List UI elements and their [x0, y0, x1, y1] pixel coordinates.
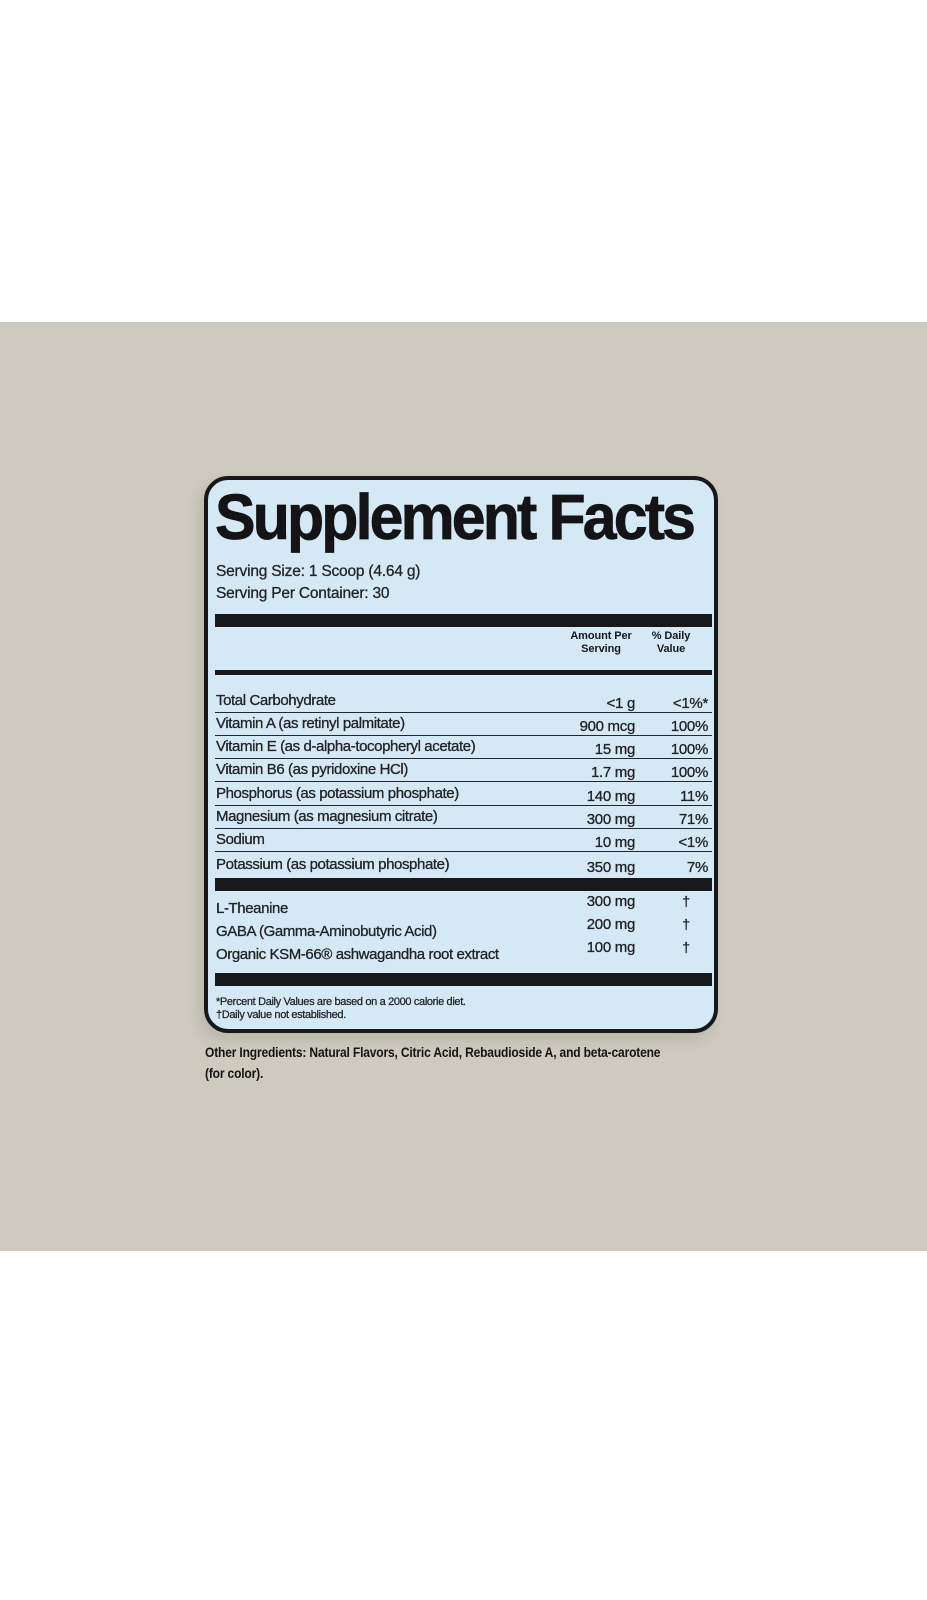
nutrient-daily-value: 11% [679, 787, 709, 805]
ingredient-name: GABA (Gamma-Aminobutyric Acid) [216, 923, 437, 941]
table-row: Phosphorus (as potassium phosphate) 140 … [215, 782, 712, 806]
nutrient-amount: 900 mcg [579, 717, 635, 735]
ingredient-amount: 100 mg [586, 939, 636, 957]
table-row: Vitamin E (as d-alpha-tocopheryl acetate… [215, 736, 712, 760]
panel-title: Supplement Facts [215, 481, 697, 553]
nutrient-amount: 300 mg [586, 811, 636, 829]
nutrient-name: Phosphorus (as potassium phosphate) [216, 784, 460, 802]
nutrient-name: Magnesium (as magnesium citrate) [216, 808, 438, 826]
nutrient-amount: <1 g [606, 694, 635, 712]
nutrient-amount: 140 mg [586, 787, 636, 805]
supplement-facts-panel: Supplement Facts Serving Size: 1 Scoop (… [204, 476, 718, 1033]
dagger-symbol: † [682, 893, 690, 909]
column-header-daily-line2: Value [656, 643, 686, 655]
nutrient-daily-value: 7% [686, 859, 709, 877]
ingredient-name: L-Theanine [216, 900, 289, 917]
column-header-amount-line2: Serving [581, 643, 621, 655]
table-row: Potassium (as potassium phosphate) 350 m… [215, 852, 712, 876]
column-header-amount-line1: Amount Per [570, 630, 632, 642]
nutrient-amount: 10 mg [594, 834, 636, 852]
dagger-symbol: † [682, 916, 690, 933]
table-row: Sodium 10 mg <1% [215, 829, 712, 853]
nutrient-daily-value: <1% [678, 834, 708, 852]
servings-per-container-text: Serving Per Container: 30 [216, 585, 390, 602]
nutrient-amount: 350 mg [586, 859, 636, 877]
nutrient-table: Total Carbohydrate <1 g <1%* Vitamin A (… [215, 676, 712, 876]
divider-bar-middle [215, 878, 712, 891]
table-row: GABA (Gamma-Aminobutyric Acid) 200 mg † [215, 916, 712, 943]
footnote-percent-daily-values: *Percent Daily Values are based on a 200… [216, 996, 466, 1008]
table-row: Organic KSM-66® ashwagandha root extract… [215, 939, 712, 966]
nutrient-name: Vitamin B6 (as pyridoxine HCl) [216, 761, 409, 779]
column-header-daily-value: % Daily Value [640, 630, 702, 656]
nutrient-amount: 15 mg [594, 741, 636, 759]
nutrient-daily-value: 100% [670, 717, 709, 735]
table-row: Magnesium (as magnesium citrate) 300 mg … [215, 806, 712, 830]
nutrient-daily-value: <1%* [672, 694, 709, 712]
ingredient-name: Organic KSM-66® ashwagandha root extract [216, 946, 499, 964]
nutrient-daily-value: 71% [678, 811, 709, 829]
nutrient-name: Vitamin E (as d-alpha-tocopheryl acetate… [216, 738, 476, 756]
nutrient-name: Vitamin A (as retinyl palmitate) [216, 714, 405, 732]
table-row: Total Carbohydrate <1 g <1%* [215, 676, 712, 713]
nutrient-name: Sodium [216, 831, 265, 849]
dagger-symbol: † [682, 939, 690, 956]
divider-bar-bottom [215, 973, 712, 986]
footnote-daily-value-not-established: †Daily value not established. [216, 1009, 346, 1021]
botanical-table: L-Theanine 300 mg † GABA (Gamma-Aminobut… [215, 893, 712, 967]
other-ingredients-line2: (for color). [205, 1065, 264, 1081]
table-row: Vitamin B6 (as pyridoxine HCl) 1.7 mg 10… [215, 759, 712, 783]
nutrient-daily-value: 100% [670, 764, 709, 782]
nutrient-daily-value: 100% [670, 741, 709, 759]
table-row: Vitamin A (as retinyl palmitate) 900 mcg… [215, 713, 712, 736]
other-ingredients-text: Other Ingredients: Natural Flavors, Citr… [205, 1042, 721, 1084]
column-header-daily-line1: % Daily [651, 630, 691, 642]
header-rule [215, 670, 712, 675]
serving-size-text: Serving Size: 1 Scoop (4.64 g) [216, 563, 421, 580]
ingredient-amount: 200 mg [586, 916, 636, 934]
nutrient-name: Total Carbohydrate [216, 691, 336, 709]
column-header-amount: Amount Per Serving [555, 630, 647, 656]
table-row: L-Theanine 300 mg † [215, 893, 712, 920]
nutrient-name: Potassium (as potassium phosphate) [216, 856, 450, 874]
other-ingredients-line1: Other Ingredients: Natural Flavors, Citr… [205, 1044, 661, 1060]
ingredient-amount: 300 mg [586, 893, 636, 910]
divider-bar-top [215, 614, 712, 627]
nutrient-amount: 1.7 mg [590, 764, 636, 782]
supplement-facts-content: Supplement Facts Serving Size: 1 Scoop (… [215, 480, 712, 1029]
